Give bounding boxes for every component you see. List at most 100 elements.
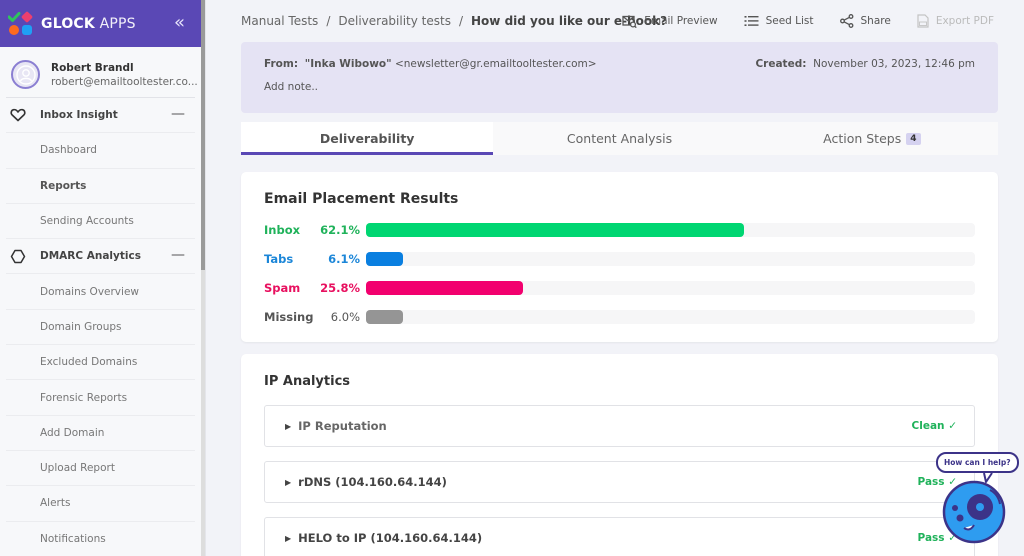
placement-label: Inbox	[264, 222, 301, 237]
sidebar-item-domain-groups[interactable]: Domain Groups	[6, 310, 195, 346]
breadcrumb-current: How did you like our e-book?	[471, 14, 668, 28]
placement-row-spam: Spam 25.8%	[264, 280, 975, 295]
report-tabs: Deliverability Content Analysis Action S…	[241, 122, 998, 155]
seed-list-button[interactable]: Seed List	[744, 14, 814, 28]
email-created: Created: November 03, 2023, 12:46 pm	[755, 58, 975, 70]
action-label: Email Preview	[644, 15, 718, 27]
add-note-field[interactable]: Add note..	[264, 81, 318, 93]
placement-track	[366, 280, 975, 295]
email-from: From: "Inka Wibowo" <newsletter@gr.email…	[264, 58, 975, 70]
double-chevron-left-icon: «	[173, 12, 185, 33]
caret-right-icon: ▶	[285, 477, 292, 487]
share-icon	[839, 14, 853, 28]
sidebar-item-domains-overview[interactable]: Domains Overview	[6, 274, 195, 310]
sidebar-item-reports[interactable]: Reports	[6, 169, 195, 204]
breadcrumb-separator: /	[326, 14, 331, 28]
tab-content-analysis[interactable]: Content Analysis	[493, 122, 745, 155]
sidebar-scrollbar-track[interactable]	[201, 270, 205, 556]
sidebar-section-inbox-insight[interactable]: Inbox Insight —	[6, 98, 195, 134]
placement-label: Spam	[264, 280, 301, 295]
sidebar-item-forensic-reports[interactable]: Forensic Reports	[6, 380, 195, 416]
sidebar-item-upload-report[interactable]: Upload Report	[6, 451, 195, 487]
user-email: robert@emailtooltester.co...	[51, 75, 198, 88]
status-clean: Clean ✓	[911, 420, 957, 432]
pdf-icon	[917, 14, 929, 28]
caret-right-icon: ▶	[285, 421, 292, 431]
collapse-section-icon[interactable]: —	[171, 106, 185, 122]
share-button[interactable]: Share	[839, 14, 891, 28]
hexagon-icon	[10, 249, 26, 267]
sidebar-item-alerts[interactable]: Alerts	[6, 486, 195, 522]
list-icon	[744, 16, 759, 26]
sidebar-item-label: Add Domain	[40, 426, 105, 439]
accordion-helo-to-ip[interactable]: ▶ HELO to IP (104.160.64.144) Pass ✓	[264, 517, 975, 556]
sidebar-item-label: Upload Report	[40, 462, 115, 475]
placement-value: 62.1%	[320, 222, 360, 237]
placement-bar-inbox	[366, 222, 745, 237]
sidebar-section-dmarc-analytics[interactable]: DMARC Analytics —	[6, 239, 195, 275]
sidebar-item-sending-accounts[interactable]: Sending Accounts	[6, 204, 195, 240]
ip-analytics-card: IP Analytics ▶ IP Reputation Clean ✓ ▶ r…	[241, 354, 998, 556]
placement-track	[366, 309, 975, 324]
placement-label: Missing	[264, 309, 314, 324]
breadcrumb-manual-tests[interactable]: Manual Tests	[241, 14, 319, 28]
sidebar-item-notifications[interactable]: Notifications	[6, 522, 195, 556]
action-label: Seed List	[765, 15, 814, 27]
accordion-label: rDNS (104.160.64.144)	[298, 475, 447, 489]
accordion-label: IP Reputation	[298, 419, 387, 433]
action-label: Export PDF	[935, 15, 994, 27]
email-placement-card: Email Placement Results Inbox 62.1% Tabs…	[241, 172, 998, 342]
heart-icon	[10, 108, 26, 125]
tab-label: Action Steps	[823, 131, 902, 146]
from-label: From:	[264, 58, 299, 70]
sidebar-nav: Inbox Insight — Dashboard Reports Sendin…	[0, 98, 205, 556]
placement-value: 6.0%	[330, 309, 360, 324]
sidebar-item-label: Excluded Domains	[40, 356, 138, 369]
accordion-label: HELO to IP (104.160.64.144)	[298, 531, 483, 545]
collapse-sidebar-button[interactable]: «	[174, 12, 185, 33]
from-name: "Inka Wibowo"	[304, 58, 392, 70]
accordion-ip-reputation[interactable]: ▶ IP Reputation Clean ✓	[264, 405, 975, 447]
tab-deliverability[interactable]: Deliverability	[241, 122, 494, 155]
export-pdf-button[interactable]: Export PDF	[917, 14, 994, 28]
check-icon: ✓	[948, 420, 957, 432]
sidebar-header: GLOCK APPS «	[0, 0, 205, 47]
sidebar: GLOCK APPS « Robert Brandl robert@emailt…	[0, 0, 206, 556]
placement-bar-tabs	[366, 251, 404, 266]
collapse-section-icon[interactable]: —	[171, 247, 185, 264]
sidebar-item-label: Dashboard	[40, 144, 97, 157]
help-chat-widget[interactable]: How can I help?	[936, 452, 1019, 556]
tab-label: Content Analysis	[566, 131, 673, 146]
sidebar-item-label: Forensic Reports	[40, 391, 128, 404]
placement-row-tabs: Tabs 6.1%	[264, 251, 975, 266]
action-label: Share	[860, 15, 891, 27]
brand-light: APPS	[94, 15, 136, 32]
sidebar-item-dashboard[interactable]: Dashboard	[6, 133, 195, 169]
brand-bold: GLOCK	[41, 15, 95, 32]
accordion-rdns[interactable]: ▶ rDNS (104.160.64.144) Pass ✓	[264, 461, 975, 503]
brand-name: GLOCK APPS	[41, 16, 136, 32]
sidebar-item-add-domain[interactable]: Add Domain	[6, 416, 195, 451]
sidebar-section-label: Inbox Insight	[40, 109, 118, 122]
breadcrumb: Manual Tests / Deliverability tests / Ho…	[241, 14, 667, 28]
sidebar-item-excluded-domains[interactable]: Excluded Domains	[6, 345, 195, 381]
created-label: Created:	[755, 58, 807, 70]
placement-row-missing: Missing 6.0%	[264, 309, 975, 324]
breadcrumb-deliverability-tests[interactable]: Deliverability tests	[338, 14, 451, 28]
created-value: November 03, 2023, 12:46 pm	[813, 58, 975, 70]
placement-bar-missing	[366, 309, 403, 324]
glock-apps-logo-icon	[8, 10, 34, 35]
tab-label: Deliverability	[319, 131, 415, 146]
email-preview-button[interactable]: Email Preview	[622, 14, 718, 28]
card-title: IP Analytics	[264, 374, 351, 389]
action-steps-count-badge: 4	[906, 132, 921, 145]
tab-action-steps[interactable]: Action Steps 4	[746, 122, 998, 155]
topbar: Manual Tests / Deliverability tests / Ho…	[241, 0, 1024, 42]
sidebar-item-label: Notifications	[40, 532, 106, 545]
placement-row-inbox: Inbox 62.1%	[264, 222, 975, 237]
sidebar-scrollbar-thumb[interactable]	[201, 0, 205, 270]
user-profile[interactable]: Robert Brandl robert@emailtooltester.co.…	[6, 50, 198, 98]
breadcrumb-separator: /	[458, 14, 464, 28]
placement-track	[366, 251, 975, 266]
email-info-panel: From: "Inka Wibowo" <newsletter@gr.email…	[241, 42, 998, 113]
